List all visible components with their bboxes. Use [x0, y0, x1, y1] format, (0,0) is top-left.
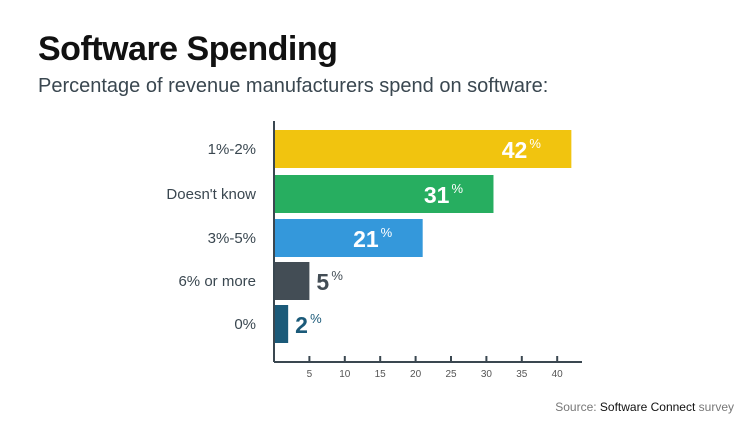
bar [274, 175, 494, 213]
category-label: Doesn't know [166, 186, 256, 203]
x-tick-label: 30 [481, 369, 493, 380]
percent-sign: % [529, 136, 541, 151]
x-tick-label: 40 [552, 369, 564, 380]
source-name: Software Connect [599, 400, 696, 414]
chart-subtitle: Percentage of revenue manufacturers spen… [38, 75, 549, 97]
source-note: Source: Software Connect survey [555, 400, 734, 414]
x-tick-label: 25 [445, 369, 457, 380]
data-label: 2 [295, 312, 308, 338]
bar [274, 262, 310, 300]
category-label: 3%-5% [208, 230, 256, 247]
data-label: 42 [502, 137, 528, 163]
bar [274, 219, 423, 257]
category-label: 6% or more [178, 273, 256, 290]
data-label: 21 [353, 226, 379, 252]
percent-sign: % [331, 268, 343, 283]
x-tick-label: 35 [516, 369, 528, 380]
x-tick-label: 5 [307, 369, 313, 380]
percent-sign: % [310, 311, 322, 326]
data-label: 31 [424, 182, 450, 208]
category-label: 1%-2% [208, 141, 256, 158]
percent-sign: % [381, 225, 393, 240]
category-label: 0% [234, 316, 256, 333]
bar [274, 305, 289, 343]
data-label: 5 [316, 269, 329, 295]
bar [274, 130, 572, 168]
x-tick-label: 15 [375, 369, 387, 380]
x-tick-label: 10 [339, 369, 351, 380]
percent-sign: % [451, 181, 463, 196]
chart-title: Software Spending [38, 30, 338, 68]
source-suffix: survey [695, 400, 734, 414]
source-prefix: Source: [555, 400, 600, 414]
x-tick-label: 20 [410, 369, 422, 380]
